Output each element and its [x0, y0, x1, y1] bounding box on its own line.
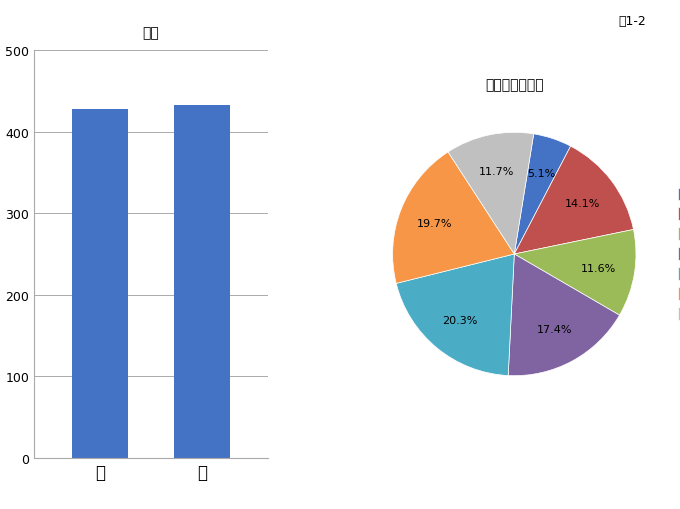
- Text: 17.4%: 17.4%: [537, 324, 573, 334]
- Text: 囱1-2: 囱1-2: [618, 15, 646, 28]
- Bar: [174, 106, 230, 458]
- Wedge shape: [514, 230, 636, 316]
- Text: 20.3%: 20.3%: [443, 315, 478, 325]
- Wedge shape: [514, 147, 634, 254]
- Text: 11.6%: 11.6%: [581, 263, 616, 273]
- Wedge shape: [396, 254, 514, 376]
- Wedge shape: [448, 133, 534, 254]
- Legend: 0歳, 1歳, 2歳, 3歳, 4歳, 5歳, 6歳: 0歳, 1歳, 2歳, 3歳, 4歳, 5歳, 6歳: [673, 183, 680, 326]
- Text: 5.1%: 5.1%: [527, 169, 556, 179]
- Wedge shape: [392, 153, 514, 284]
- Title: 年齢別受診者率: 年齢別受診者率: [485, 78, 543, 92]
- Text: 11.7%: 11.7%: [479, 166, 514, 176]
- Text: 14.1%: 14.1%: [564, 199, 600, 208]
- Wedge shape: [514, 134, 571, 254]
- Text: 19.7%: 19.7%: [418, 218, 453, 229]
- Bar: [72, 109, 128, 458]
- Wedge shape: [508, 254, 619, 376]
- Title: 性別: 性別: [143, 26, 159, 40]
